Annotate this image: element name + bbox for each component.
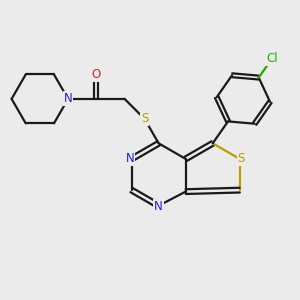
Text: O: O	[92, 68, 101, 81]
Text: N: N	[126, 152, 134, 165]
Text: N: N	[154, 200, 163, 213]
Text: N: N	[64, 92, 73, 105]
Text: S: S	[141, 112, 148, 125]
Text: Cl: Cl	[266, 52, 278, 65]
Text: S: S	[238, 152, 245, 165]
